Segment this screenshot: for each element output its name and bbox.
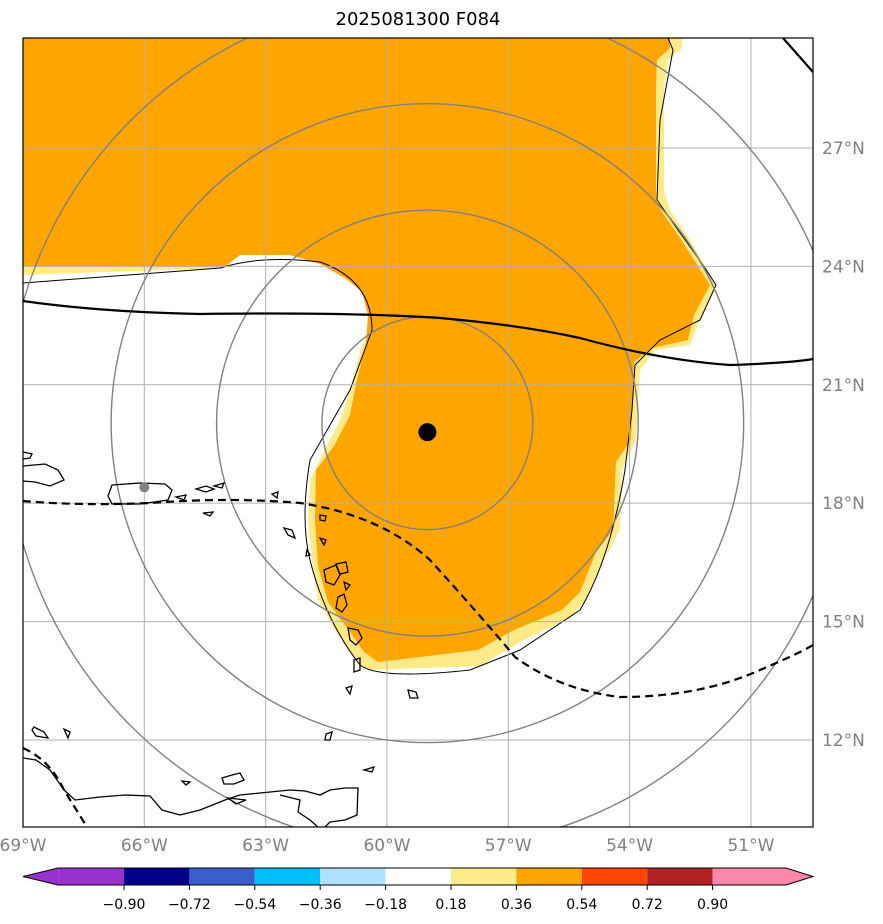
map-frame <box>22 37 814 828</box>
lon-tick-label: 57°W <box>485 836 532 856</box>
colorbar-tick-labels: −0.90 −0.72 −0.54 −0.36 −0.18 0.18 0.36 0.54 0.7… <box>103 885 728 913</box>
dashed-contour-line-south <box>23 746 88 827</box>
zero-contour <box>23 38 717 675</box>
colorbar-segment <box>320 868 386 885</box>
lon-tick-label: 54°W <box>606 836 653 856</box>
solid-contour-line <box>23 299 813 367</box>
positive-anomaly-region <box>23 38 710 662</box>
latitude-labels: 12°N 15°N 18°N 21°N 24°N 27°N <box>822 139 865 751</box>
colorbar-segment <box>712 868 786 885</box>
coastlines <box>23 451 419 827</box>
colorbar-segment <box>58 868 124 885</box>
grid-lines <box>23 38 813 827</box>
range-ring <box>215 209 639 637</box>
lon-tick-label: 63°W <box>242 836 289 856</box>
lat-tick-label: 27°N <box>822 139 865 159</box>
colorbar-segment <box>385 868 451 885</box>
colorbar-segment <box>451 868 517 885</box>
colorbar-segment <box>581 868 648 885</box>
longitude-labels: 69°W 66°W 63°W 60°W 57°W 54°W 51°W <box>0 836 775 856</box>
colorbar-extend-min <box>23 868 59 885</box>
colorbar-extend-max <box>786 868 813 885</box>
lat-tick-label: 24°N <box>822 257 865 277</box>
lon-tick-label: 51°W <box>727 836 774 856</box>
colorbar <box>22 867 815 886</box>
city-marker <box>139 482 150 493</box>
lon-tick-label: 60°W <box>363 836 410 856</box>
colorbar-segment <box>647 868 713 885</box>
colorbar-tick-label: 0.90 <box>697 897 728 913</box>
colorbar-segment <box>124 868 190 885</box>
lat-tick-label: 18°N <box>822 494 865 514</box>
colorbar-tick-label: −0.54 <box>233 897 276 913</box>
colorbar-tick-label: 0.18 <box>435 897 466 913</box>
lat-tick-label: 21°N <box>822 376 865 396</box>
solid-contour-corner <box>782 38 813 73</box>
colorbar-tick-label: −0.90 <box>103 897 146 913</box>
colorbar-tick-label: −0.18 <box>364 897 407 913</box>
storm-center-marker <box>418 423 437 442</box>
lon-tick-label: 69°W <box>0 836 47 856</box>
colorbar-tick-label: −0.72 <box>168 897 211 913</box>
range-rings <box>23 38 813 827</box>
colorbar-segment <box>516 868 582 885</box>
colorbar-segment <box>254 868 321 885</box>
lat-tick-label: 12°N <box>822 731 865 751</box>
dashed-contour-line <box>23 498 813 699</box>
colorbar-outline <box>22 867 815 886</box>
colorbar-segment <box>189 868 255 885</box>
colorbar-tick-label: −0.36 <box>299 897 342 913</box>
colorbar-tick-label: 0.54 <box>566 897 597 913</box>
lat-tick-label: 15°N <box>822 613 865 633</box>
range-ring <box>110 102 745 744</box>
map-title: 2025081300 F084 <box>335 9 501 30</box>
colorbar-tick-label: 0.36 <box>501 897 532 913</box>
lon-tick-label: 66°W <box>121 836 168 856</box>
colorbar-tick-label: 0.72 <box>632 897 663 913</box>
